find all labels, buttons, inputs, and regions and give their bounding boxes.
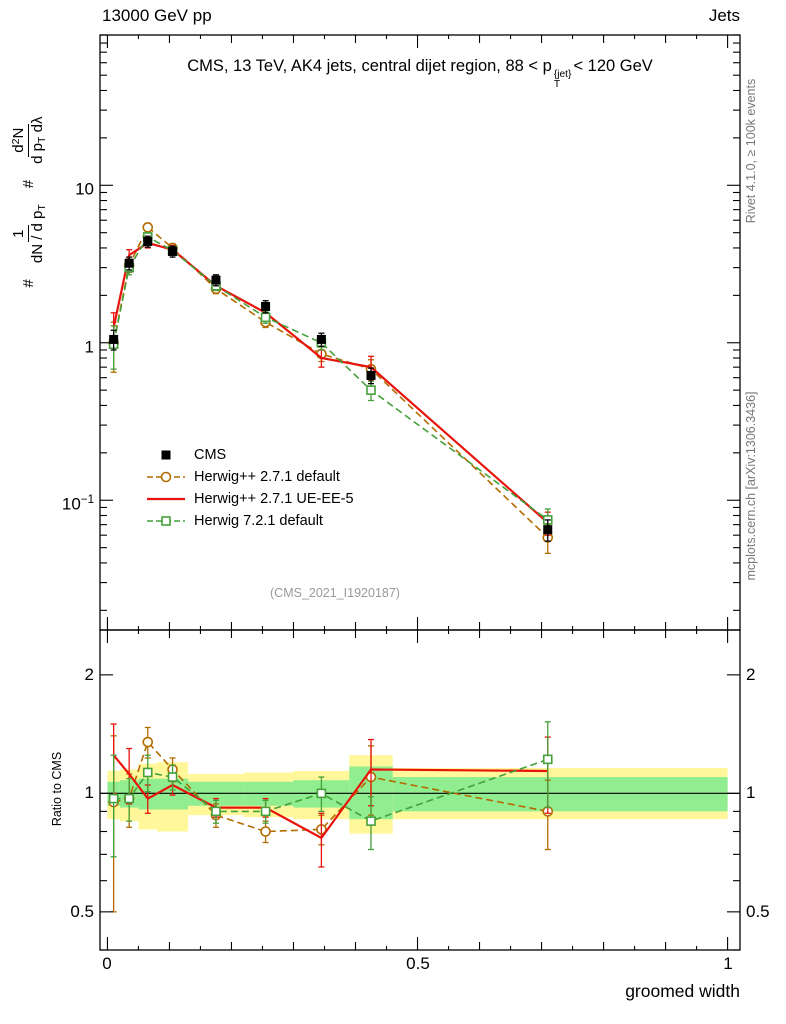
- fraction-1-den-sub: T: [36, 204, 49, 211]
- ratio-y-tick-label-0p5-right: 0.5: [746, 902, 770, 921]
- legend-label-herwig-ueee5: Herwig++ 2.7.1 UE-EE-5: [194, 491, 354, 507]
- ratio-y-tick-label-2-right: 2: [746, 665, 756, 684]
- fraction-2-den-sub: T: [36, 136, 49, 143]
- legend-item-herwig-default: Herwig++ 2.7.1 default: [146, 466, 354, 488]
- x-tick-label-1: 1: [723, 954, 733, 973]
- cms-marker-icon: [161, 450, 171, 460]
- fraction-1-numerator: 1: [10, 225, 29, 242]
- analysis-group-label: Jets: [708, 6, 740, 25]
- pt-jet-supsub: {jet} T: [553, 68, 572, 91]
- fraction-2-numerator: d2N: [10, 123, 29, 157]
- fraction-2-num-sup: 2: [10, 138, 23, 145]
- herwig-ueee5-marker-icon: [147, 497, 185, 501]
- fraction-2-denominator: d pT dλ: [29, 113, 49, 168]
- x-tick-label-0p5: 0.5: [406, 954, 430, 973]
- beam-energy-label: 13000 GeV pp: [102, 6, 212, 25]
- legend-item-herwig7: Herwig 7.2.1 default: [146, 510, 354, 532]
- x-tick-label-0: 0: [102, 954, 112, 973]
- tick-base: 10: [61, 494, 81, 514]
- y-title-fraction-2: d2N d pT dλ: [10, 113, 49, 168]
- fraction-1-denominator: dN / d pT: [29, 200, 49, 267]
- plot-title-sup: {jet}: [553, 68, 572, 80]
- fraction-2-num-b: N: [10, 127, 27, 139]
- herwig-default-marker-icon: [147, 471, 185, 483]
- y-title-fraction-1: 1 dN / d pT: [10, 200, 49, 267]
- fraction-1-den-text: dN / d p: [29, 210, 46, 264]
- main-y-tick-label-1: 1: [34, 333, 94, 358]
- tick-exp: −1: [80, 494, 94, 506]
- mcplots-credit: mcplots.cern.ch [arXiv:1306.3436]: [744, 391, 758, 581]
- ratio-y-tick-label-2-left: 2: [84, 665, 94, 684]
- fraction-2-den-b: dλ: [29, 116, 46, 137]
- plot-title-sub: T: [553, 79, 561, 91]
- herwig7-marker-icon: [147, 516, 185, 526]
- analysis-id-watermark: (CMS_2021_I1920187): [270, 586, 400, 600]
- main-y-axis-title: # 1 dN / d pT # d2N d pT dλ: [10, 35, 49, 365]
- fraction-2-num-a: d: [10, 144, 27, 153]
- main-y-tick-label-0p1: 10−1: [34, 490, 94, 515]
- legend-label-herwig-default: Herwig++ 2.7.1 default: [194, 469, 340, 485]
- legend-label-herwig7: Herwig 7.2.1 default: [194, 513, 323, 529]
- ratio-y-tick-label-1-right: 1: [746, 783, 756, 802]
- main-y-tick-label-10: 10: [34, 175, 94, 200]
- plot-title-prefix: CMS, 13 TeV, AK4 jets, central dijet reg…: [187, 57, 552, 75]
- legend: CMS Herwig++ 2.7.1 default Herwig++ 2.7.…: [146, 444, 354, 532]
- x-axis-title: groomed width: [625, 981, 740, 1001]
- hash-symbol: #: [20, 279, 37, 288]
- tick-base: 1: [84, 337, 94, 357]
- fraction-2-den-a: d p: [29, 142, 46, 164]
- legend-item-herwig-ueee5: Herwig++ 2.7.1 UE-EE-5: [146, 488, 354, 510]
- plot-title: CMS, 13 TeV, AK4 jets, central dijet reg…: [100, 57, 740, 91]
- rivet-version-credit: Rivet 4.1.0, ≥ 100k events: [744, 78, 758, 224]
- plot-title-suffix: < 120 GeV: [573, 57, 653, 75]
- tick-base: 10: [75, 179, 94, 199]
- legend-item-cms: CMS: [146, 444, 354, 466]
- legend-label-cms: CMS: [194, 447, 227, 463]
- ratio-y-tick-label-0p5-left: 0.5: [70, 902, 94, 921]
- ratio-y-tick-label-1-left: 1: [84, 783, 94, 802]
